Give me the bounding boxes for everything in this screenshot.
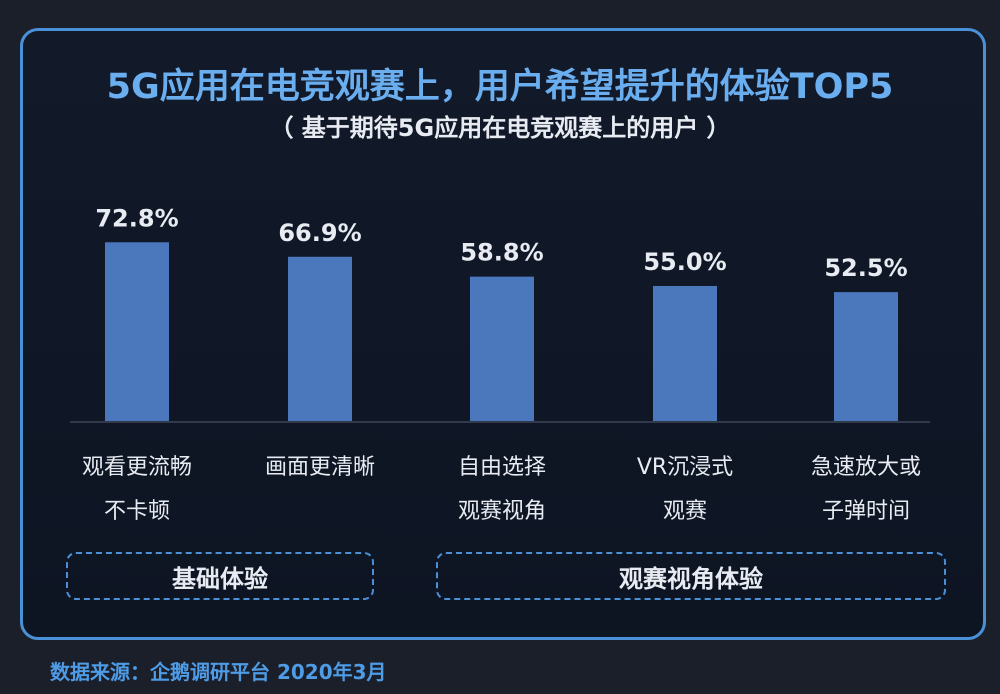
category-label-4-line-2: 观赛: [663, 499, 707, 524]
data-source: 数据来源：企鹅调研平台 2020年3月: [50, 660, 387, 684]
category-label-3-line-1: 自由选择: [458, 455, 546, 480]
data-label-4: 55.0%: [643, 248, 726, 276]
category-label-1-line-2: 不卡顿: [104, 499, 170, 524]
bar-3: [470, 276, 534, 421]
group-viewing-experience: 观赛视角体验: [436, 552, 946, 600]
category-label-4-line-1: VR沉浸式: [637, 455, 733, 480]
group-viewing-label: 观赛视角体验: [619, 564, 763, 593]
data-label-1: 72.8%: [95, 204, 178, 232]
chart-subtitle: （ 基于期待5G应用在电竞观赛上的用户 ）: [269, 114, 731, 142]
category-label-1-line-1: 观看更流畅: [82, 455, 192, 480]
data-label-2: 66.9%: [278, 219, 361, 247]
category-label-3-line-2: 观赛视角: [458, 499, 546, 524]
bar-4: [653, 285, 717, 421]
group-basic-label: 基础体验: [172, 564, 268, 593]
category-label-5-line-1: 急速放大或: [811, 455, 921, 480]
bar-2: [288, 256, 352, 421]
bar-1: [105, 242, 169, 421]
group-basic-experience: 基础体验: [66, 552, 374, 600]
chart-title: 5G应用在电竞观赛上，用户希望提升的体验TOP5: [106, 67, 894, 107]
bar-5: [834, 292, 898, 421]
data-label-5: 52.5%: [824, 254, 907, 282]
category-label-5-line-2: 子弹时间: [822, 499, 910, 524]
category-label-2-line-1: 画面更清晰: [265, 455, 375, 480]
data-label-3: 58.8%: [460, 239, 543, 267]
